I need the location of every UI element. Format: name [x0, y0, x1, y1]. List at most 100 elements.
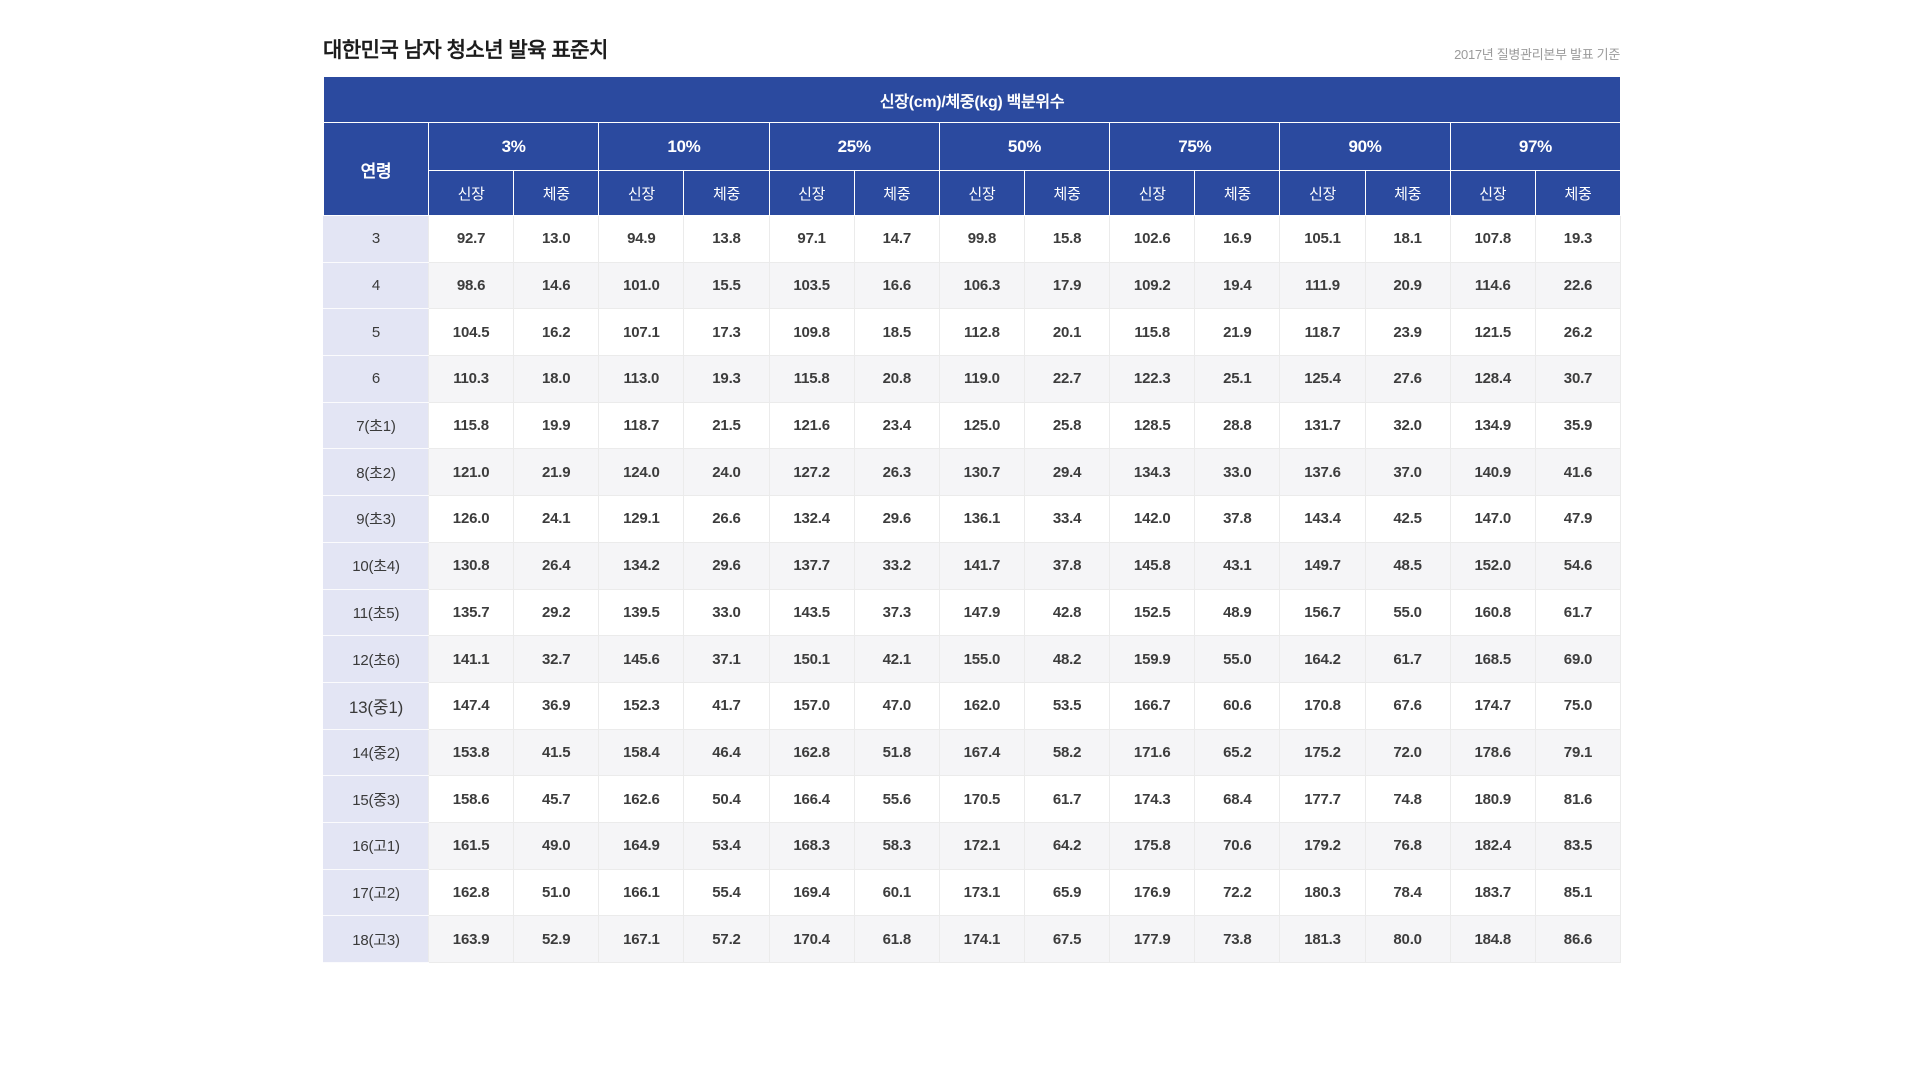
weight-value-cell: 61.8: [853, 915, 940, 963]
weight-value-cell: 30.7: [1534, 355, 1622, 403]
height-value-cell: 147.0: [1449, 495, 1536, 543]
weight-value-cell: 76.8: [1364, 821, 1451, 870]
table-row-age-16고1: 16(고1) 161.5 49.0 164.9 53.4 168.3 58.3 172.1 64…: [323, 821, 1622, 870]
percentile-header-90pct: 90%: [1279, 122, 1451, 171]
height-value-cell: 161.5: [427, 821, 515, 870]
weight-value-cell: 55.6: [853, 775, 940, 823]
percentile-header-10pct: 10%: [598, 122, 770, 171]
table-row-age-12초6: 12(초6) 141.1 32.7 145.6 37.1 150.1 42.1 155.0 48…: [323, 635, 1622, 683]
weight-value-cell: 37.8: [1023, 541, 1111, 590]
height-value-cell: 125.0: [938, 401, 1025, 450]
height-value-cell: 145.8: [1109, 541, 1196, 590]
weight-value-cell: 21.9: [513, 448, 600, 497]
height-value-cell: 180.3: [1279, 868, 1366, 917]
height-value-cell: 140.9: [1449, 448, 1536, 497]
table-row-age-5: 5 104.5 16.2 107.1 17.3 109.8 18.5 112.8 20.1 115…: [323, 308, 1622, 357]
page-header: 대한민국 남자 청소년 발육 표준치 2017년 질병관리본부 발표 기준: [323, 36, 1620, 64]
table-row-age-17고2: 17(고2) 162.8 51.0 166.1 55.4 169.4 60.1 173.1 65…: [323, 868, 1622, 917]
weight-subheader: 체중: [853, 170, 940, 216]
height-value-cell: 164.2: [1279, 635, 1366, 683]
height-value-cell: 103.5: [768, 261, 855, 310]
weight-value-cell: 26.3: [853, 448, 940, 497]
table-row-age-10초4: 10(초4) 130.8 26.4 134.2 29.6 137.7 33.2 141.7 37…: [323, 541, 1622, 590]
height-value-cell: 122.3: [1109, 355, 1196, 403]
table-row-age-9초3: 9(초3) 126.0 24.1 129.1 26.6 132.4 29.6 136.1 33.…: [323, 495, 1622, 543]
height-value-cell: 125.4: [1279, 355, 1366, 403]
height-subheader: 신장: [938, 170, 1025, 216]
weight-value-cell: 20.9: [1364, 261, 1451, 310]
height-value-cell: 139.5: [598, 588, 685, 637]
height-value-cell: 162.8: [768, 728, 855, 777]
weight-value-cell: 48.9: [1194, 588, 1281, 637]
height-value-cell: 160.8: [1449, 588, 1536, 637]
weight-value-cell: 51.8: [853, 728, 940, 777]
height-value-cell: 134.3: [1109, 448, 1196, 497]
page-title: 대한민국 남자 청소년 발육 표준치: [323, 39, 608, 62]
weight-value-cell: 29.6: [683, 541, 770, 590]
height-value-cell: 155.0: [938, 635, 1025, 683]
height-subheader: 신장: [1279, 170, 1366, 216]
weight-value-cell: 36.9: [513, 681, 600, 730]
table-row-age-11초5: 11(초5) 135.7 29.2 139.5 33.0 143.5 37.3 147.9 42…: [323, 588, 1622, 637]
weight-value-cell: 33.0: [683, 588, 770, 637]
height-value-cell: 168.3: [768, 821, 855, 870]
page-container: 대한민국 남자 청소년 발육 표준치 2017년 질병관리본부 발표 기준 신장…: [322, 0, 1622, 963]
weight-value-cell: 68.4: [1194, 775, 1281, 823]
height-value-cell: 141.7: [938, 541, 1025, 590]
height-value-cell: 147.9: [938, 588, 1025, 637]
height-value-cell: 115.8: [768, 355, 855, 403]
percentile-header-50pct: 50%: [938, 122, 1111, 171]
height-value-cell: 132.4: [768, 495, 855, 543]
age-cell: 12(초6): [323, 635, 429, 683]
weight-value-cell: 41.6: [1534, 448, 1622, 497]
weight-value-cell: 29.4: [1023, 448, 1111, 497]
height-value-cell: 162.0: [938, 681, 1025, 730]
height-value-cell: 158.6: [427, 775, 515, 823]
table-row-age-4: 4 98.6 14.6 101.0 15.5 103.5 16.6 106.3 17.9 109.…: [323, 261, 1622, 310]
table-row-age-15중3: 15(중3) 158.6 45.7 162.6 50.4 166.4 55.6 170.5 61…: [323, 775, 1622, 823]
weight-value-cell: 72.2: [1194, 868, 1281, 917]
table-header: 신장(cm)/체중(kg) 백분위수 연령 3% 10% 25% 50% 75% 90% 9…: [322, 76, 1622, 216]
weight-value-cell: 33.2: [853, 541, 940, 590]
height-value-cell: 99.8: [938, 215, 1025, 263]
height-value-cell: 137.6: [1279, 448, 1366, 497]
weight-value-cell: 57.2: [683, 915, 770, 963]
weight-value-cell: 19.4: [1194, 261, 1281, 310]
weight-value-cell: 52.9: [513, 915, 600, 963]
weight-value-cell: 42.8: [1023, 588, 1111, 637]
height-value-cell: 184.8: [1449, 915, 1536, 963]
percentile-header-3pct: 3%: [427, 122, 600, 171]
height-value-cell: 176.9: [1109, 868, 1196, 917]
height-value-cell: 124.0: [598, 448, 685, 497]
weight-value-cell: 23.9: [1364, 308, 1451, 357]
table-row-age-3: 3 92.7 13.0 94.9 13.8 97.1 14.7 99.8 15.8 102.6 16…: [323, 215, 1622, 263]
weight-value-cell: 41.5: [513, 728, 600, 777]
height-value-cell: 153.8: [427, 728, 515, 777]
weight-value-cell: 55.4: [683, 868, 770, 917]
height-value-cell: 118.7: [598, 401, 685, 450]
weight-value-cell: 18.0: [513, 355, 600, 403]
height-value-cell: 130.7: [938, 448, 1025, 497]
age-cell: 14(중2): [323, 728, 429, 777]
weight-value-cell: 37.0: [1364, 448, 1451, 497]
height-value-cell: 107.8: [1449, 215, 1536, 263]
height-value-cell: 177.9: [1109, 915, 1196, 963]
height-value-cell: 174.1: [938, 915, 1025, 963]
weight-value-cell: 15.5: [683, 261, 770, 310]
height-value-cell: 178.6: [1449, 728, 1536, 777]
weight-value-cell: 53.4: [683, 821, 770, 870]
height-value-cell: 121.0: [427, 448, 515, 497]
weight-value-cell: 29.6: [853, 495, 940, 543]
weight-value-cell: 69.0: [1534, 635, 1622, 683]
height-value-cell: 121.5: [1449, 308, 1536, 357]
height-value-cell: 134.2: [598, 541, 685, 590]
weight-value-cell: 27.6: [1364, 355, 1451, 403]
weight-value-cell: 74.8: [1364, 775, 1451, 823]
height-value-cell: 127.2: [768, 448, 855, 497]
height-value-cell: 136.1: [938, 495, 1025, 543]
height-value-cell: 115.8: [1109, 308, 1196, 357]
weight-value-cell: 17.9: [1023, 261, 1111, 310]
weight-subheader: 체중: [1023, 170, 1111, 216]
age-cell: 11(초5): [323, 588, 429, 637]
height-value-cell: 128.5: [1109, 401, 1196, 450]
